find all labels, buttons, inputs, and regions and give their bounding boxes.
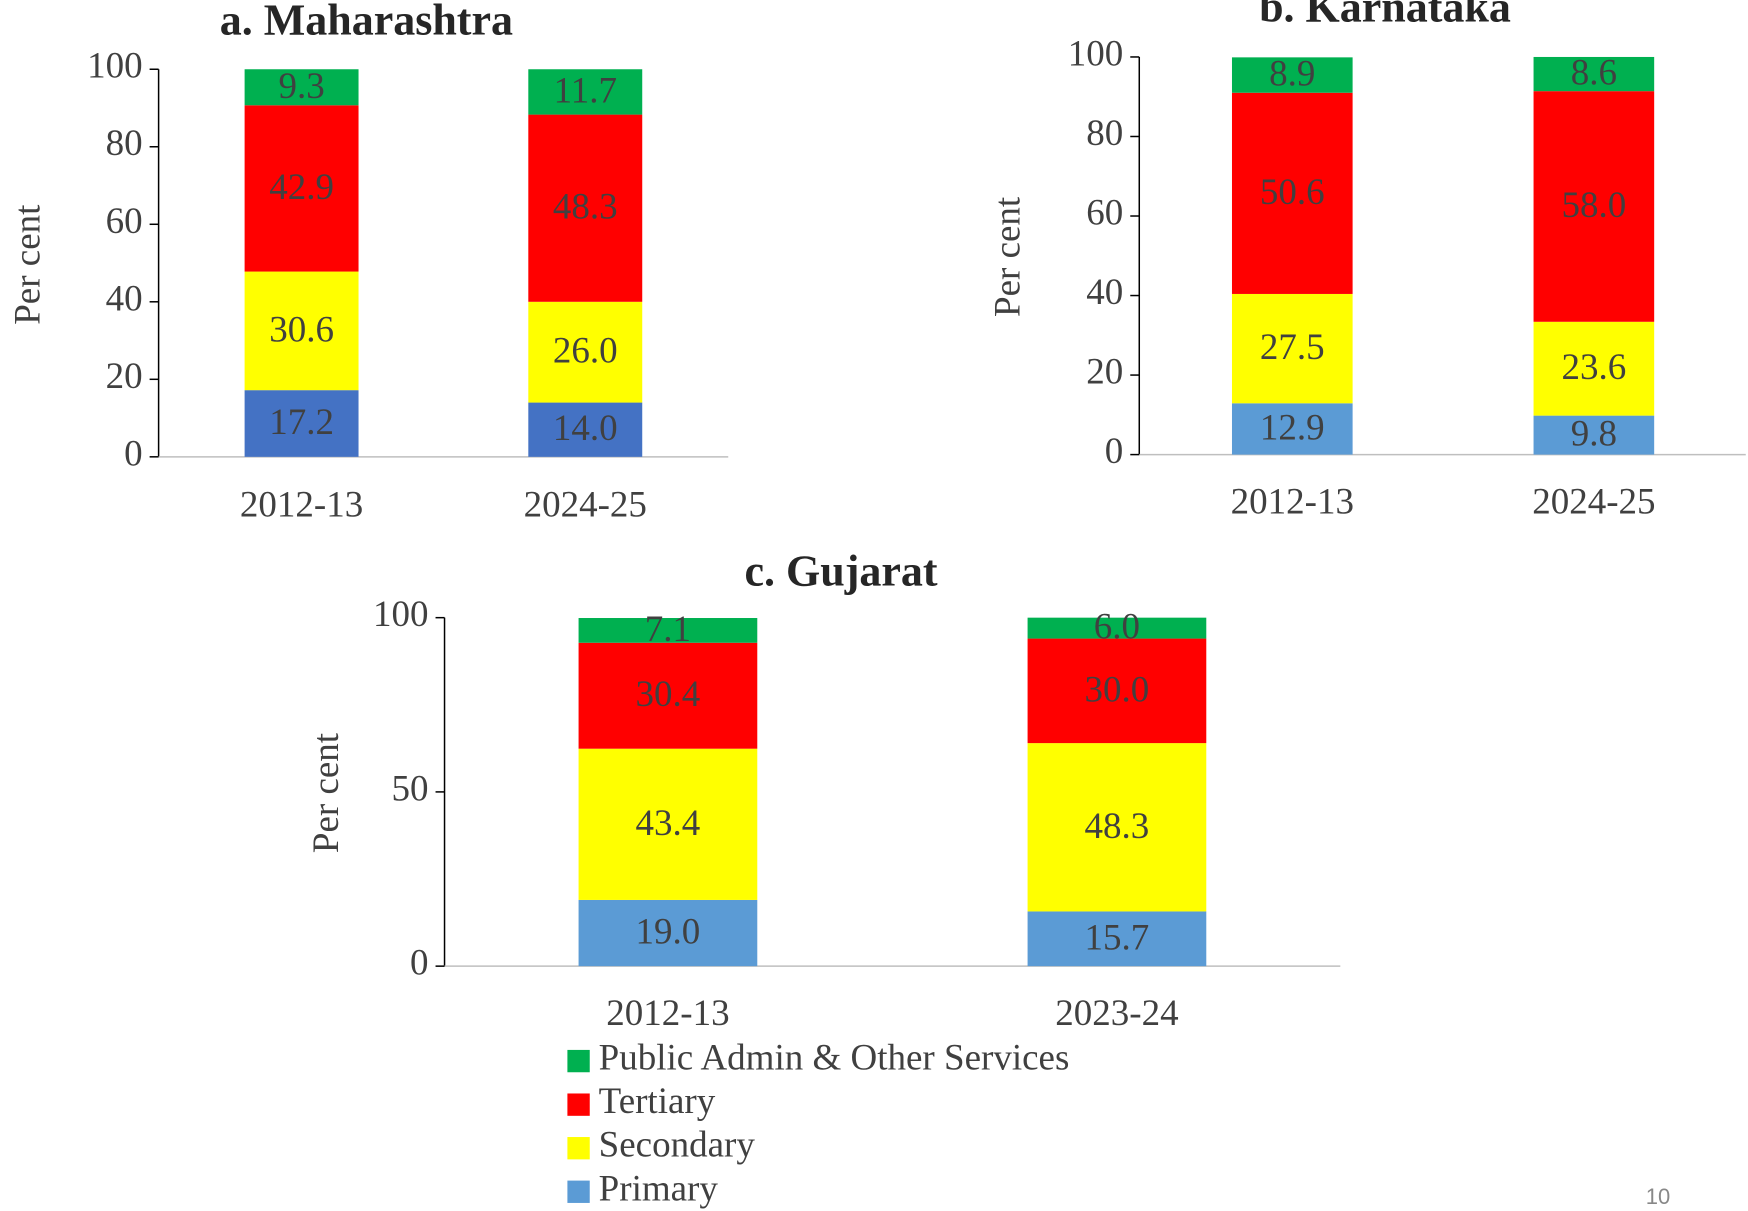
data-label: 8.6: [1571, 53, 1617, 94]
y-tick-label: 100: [87, 46, 143, 87]
legend-label: Primary: [599, 1168, 719, 1209]
bar-segment: [1027, 638, 1207, 744]
data-label: 30.6: [269, 309, 334, 350]
bar-segment: [528, 114, 643, 302]
y-tick-label: 40: [106, 278, 143, 319]
x-tick-label: 2012-13: [240, 485, 363, 526]
x-tick-label: 2024-25: [524, 485, 647, 526]
data-label: 8.9: [1269, 54, 1315, 95]
data-label: 9.8: [1571, 414, 1617, 455]
x-tick-label: 2012-13: [606, 993, 729, 1034]
data-label: 26.0: [553, 331, 618, 372]
y-tick-label: 80: [106, 123, 143, 164]
y-tick-label: 40: [1086, 272, 1123, 313]
data-label: 14.0: [553, 408, 618, 449]
legend-swatch: [567, 1180, 590, 1203]
bar-segment: [528, 402, 643, 457]
bar-segment: [578, 642, 758, 749]
data-label: 11.7: [554, 70, 617, 111]
x-tick-label: 2024-25: [1532, 481, 1655, 522]
y-tick-label: 0: [124, 433, 143, 474]
bar-segment: [578, 618, 758, 643]
y-tick-label: 0: [410, 943, 429, 984]
bar-segment: [244, 271, 359, 391]
data-label: 27.5: [1260, 327, 1325, 368]
bar-segment: [1231, 57, 1353, 93]
legend-label: Secondary: [599, 1125, 756, 1166]
bar-segment: [1027, 911, 1207, 967]
data-label: 7.1: [645, 609, 691, 650]
y-tick-label: 80: [1086, 113, 1123, 154]
legend-label: Public Admin & Other Services: [599, 1038, 1070, 1079]
y-tick-label: 0: [1105, 431, 1124, 472]
bar-segment: [1231, 92, 1353, 294]
data-label: 19.0: [636, 912, 701, 953]
bar-segment: [244, 105, 359, 272]
page-number: 10: [1646, 1184, 1670, 1209]
data-label: 48.3: [553, 187, 618, 228]
bar-segment: [528, 69, 643, 115]
data-label: 48.3: [1085, 806, 1150, 847]
y-axis-label: Per cent: [987, 196, 1028, 317]
bar-segment: [1533, 415, 1655, 455]
bar-segment: [244, 390, 359, 457]
bar-segment: [1533, 56, 1655, 92]
y-tick-label: 60: [106, 201, 143, 242]
y-tick-label: 20: [1086, 352, 1123, 393]
legend-label: Tertiary: [599, 1081, 716, 1122]
y-axis-label: Per cent: [8, 204, 49, 325]
bar-segment: [1231, 293, 1353, 404]
legend-swatch: [567, 1049, 590, 1073]
bar-segment: [578, 899, 758, 967]
y-tick-label: 20: [106, 356, 143, 397]
y-tick-label: 100: [373, 594, 429, 635]
bar-segment: [1533, 321, 1655, 416]
data-label: 23.6: [1561, 347, 1626, 388]
bar-segment: [1027, 617, 1207, 639]
bar-segment: [578, 748, 758, 900]
bar-segment: [1027, 743, 1207, 912]
data-label: 12.9: [1260, 407, 1325, 448]
chart-title: a. Maharashtra: [220, 0, 513, 45]
data-label: 15.7: [1085, 917, 1150, 958]
data-label: 17.2: [269, 402, 334, 443]
chart-title: c. Gujarat: [745, 546, 938, 595]
y-tick-label: 100: [1068, 33, 1124, 74]
bar-segment: [1231, 403, 1353, 455]
bar-segment: [244, 69, 359, 106]
x-tick-label: 2023-24: [1055, 993, 1178, 1034]
legend-swatch: [567, 1093, 590, 1116]
y-axis-label: Per cent: [306, 732, 347, 853]
data-label: 30.4: [636, 674, 701, 715]
data-label: 30.0: [1085, 669, 1150, 710]
data-label: 58.0: [1561, 185, 1626, 226]
chart-title: b. Karnataka: [1259, 0, 1511, 31]
data-label: 9.3: [278, 66, 324, 107]
data-label: 6.0: [1094, 607, 1140, 648]
bar-segment: [1533, 91, 1655, 322]
bar-segment: [528, 301, 643, 403]
y-tick-label: 50: [392, 768, 429, 809]
data-label: 42.9: [269, 167, 334, 208]
data-label: 43.4: [636, 803, 701, 844]
data-label: 50.6: [1260, 172, 1325, 213]
x-tick-label: 2012-13: [1231, 481, 1354, 522]
y-tick-label: 60: [1086, 192, 1123, 233]
legend-swatch: [567, 1137, 590, 1160]
